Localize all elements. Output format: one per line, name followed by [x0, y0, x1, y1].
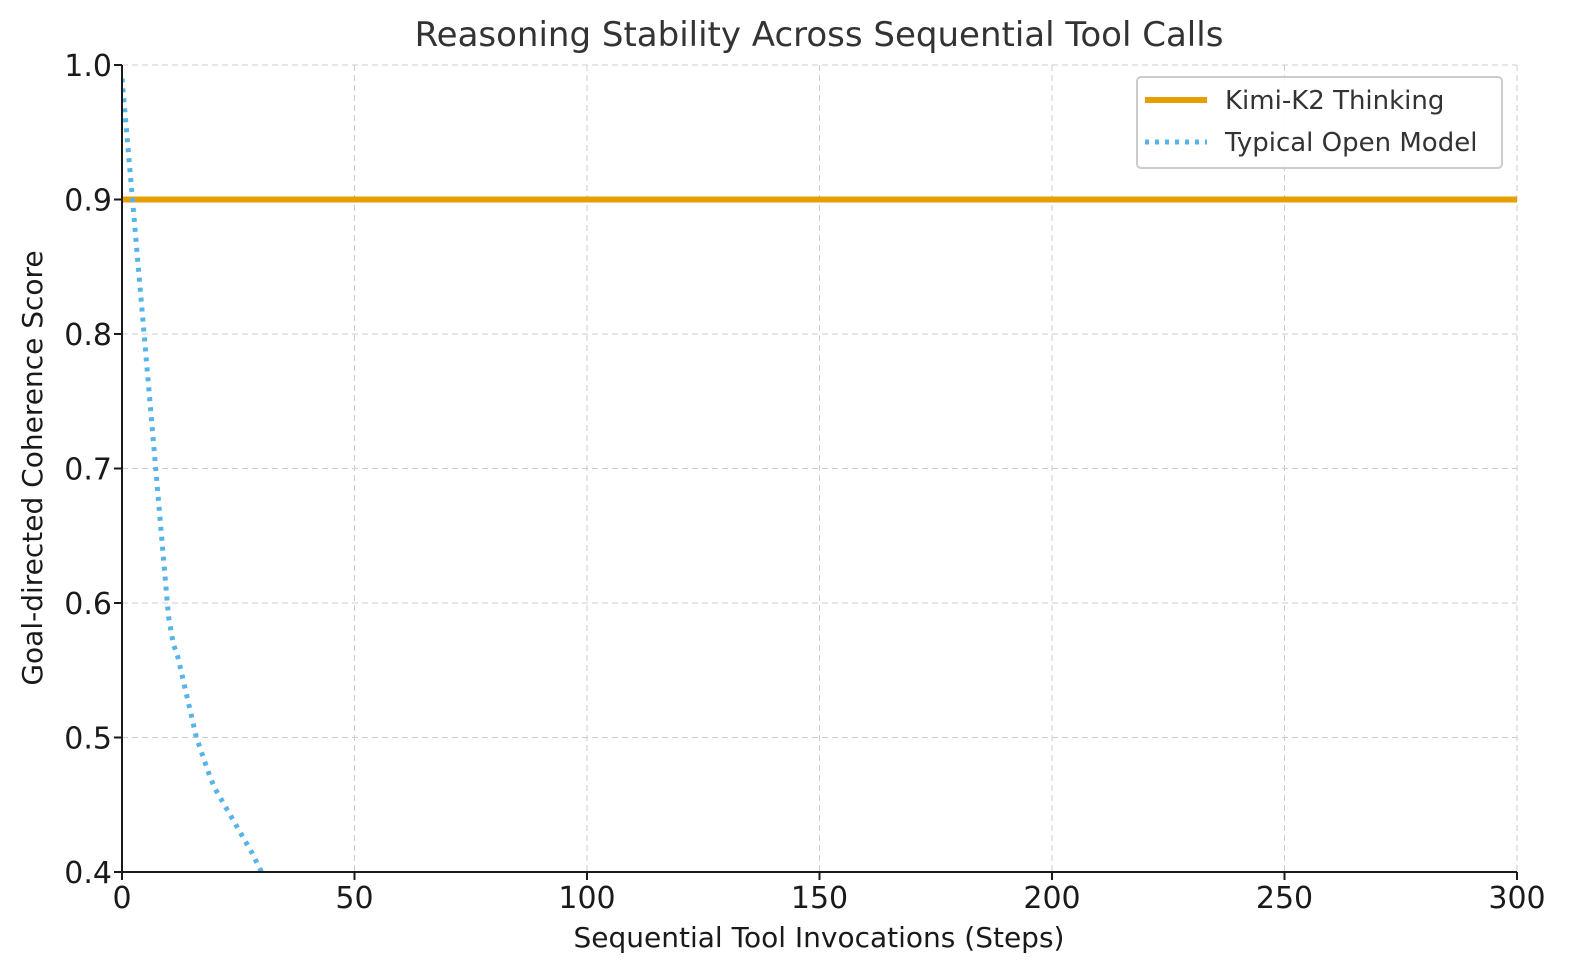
- x-tick-label: 0: [112, 881, 131, 916]
- legend-label-0: Kimi-K2 Thinking: [1225, 86, 1444, 116]
- y-tick-label: 0.6: [64, 587, 112, 622]
- x-tick-label: 100: [558, 881, 615, 916]
- chart-title: Reasoning Stability Across Sequential To…: [415, 15, 1224, 55]
- y-tick-label: 0.5: [64, 722, 112, 757]
- grid: [121, 64, 1518, 873]
- tick-labels: 0 50 100 150 200 250 300 0.4 0.5 0.6 0.7 0.8 0.9 1.0: [64, 49, 1545, 916]
- legend-label-1: Typical Open Model: [1224, 128, 1477, 158]
- series-line-1: [122, 78, 264, 872]
- legend: Kimi-K2 Thinking Typical Open Model: [1136, 76, 1503, 169]
- x-tick-label: 50: [335, 881, 373, 916]
- x-tick-label: 250: [1256, 881, 1313, 916]
- axes: [114, 64, 1518, 880]
- y-tick-label: 0.7: [64, 453, 112, 488]
- y-axis-label: Goal-directed Coherence Score: [16, 250, 49, 685]
- x-tick-label: 200: [1023, 881, 1080, 916]
- y-tick-label: 0.4: [64, 856, 112, 891]
- x-axis-label: Sequential Tool Invocations (Steps): [574, 921, 1065, 954]
- legend-box: [1136, 76, 1503, 169]
- y-tick-label: 0.9: [64, 184, 112, 219]
- x-tick-label: 300: [1488, 881, 1545, 916]
- x-tick-label: 150: [791, 881, 848, 916]
- series-layer: [122, 78, 1517, 872]
- y-tick-label: 1.0: [64, 49, 112, 84]
- y-tick-label: 0.8: [64, 318, 112, 353]
